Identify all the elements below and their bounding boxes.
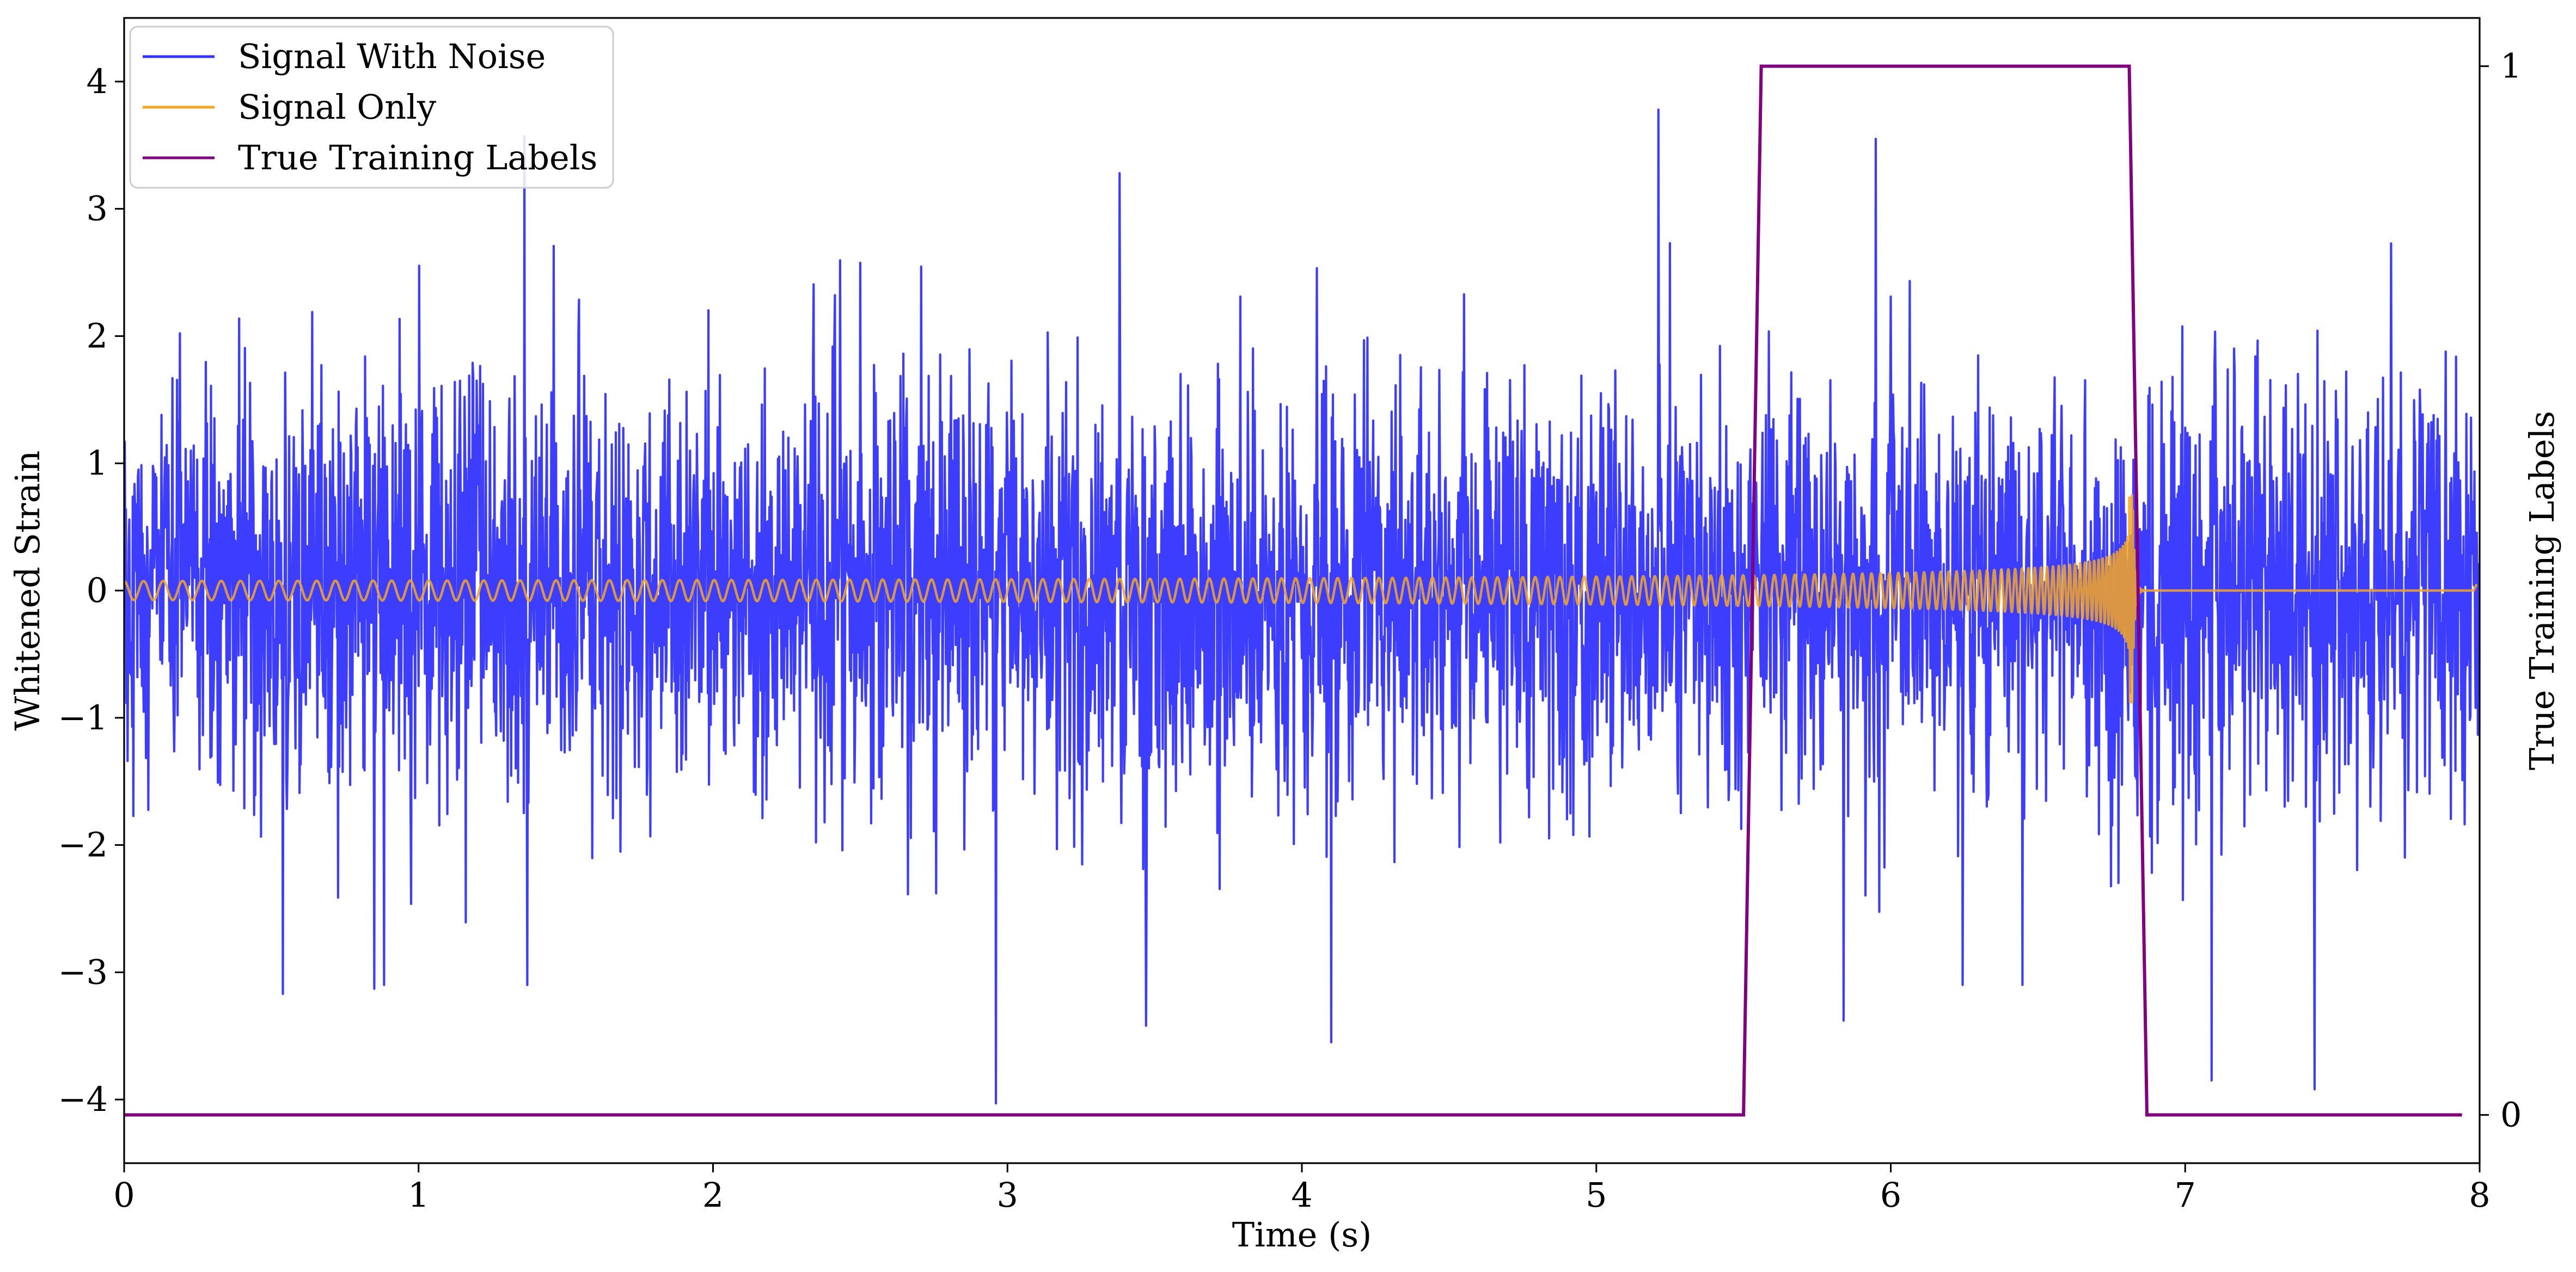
legend: Signal With Noise Signal Only True Train… bbox=[129, 26, 614, 189]
y-tick-label-1: 1 bbox=[87, 443, 108, 483]
legend-label-signal-with-noise: Signal With Noise bbox=[238, 36, 546, 76]
x-tick-label-3: 3 bbox=[997, 1175, 1018, 1215]
series-line-signal-with-noise bbox=[124, 108, 2480, 1105]
y-tick-label-3: 3 bbox=[87, 189, 108, 229]
y2-axis-label: True Training Labels bbox=[2522, 411, 2562, 770]
y2-tick-label-1: 1 bbox=[2500, 46, 2522, 86]
y-tick-label-2: 2 bbox=[87, 316, 108, 355]
x-tick-label-8: 8 bbox=[2469, 1175, 2490, 1215]
x-tick-label-7: 7 bbox=[2175, 1175, 2196, 1215]
x-tick-label-2: 2 bbox=[702, 1175, 724, 1215]
y-tick-label--3: −3 bbox=[58, 952, 108, 992]
series-line-signal-only bbox=[124, 494, 2478, 704]
legend-label-true-training-labels: True Training Labels bbox=[238, 138, 597, 177]
y-tick-label-0: 0 bbox=[87, 570, 108, 610]
axis-layer: 0 1 2 3 4 5 6 7 8 −4 −3 −2 −1 0 1 2 3 4 0 1 bbox=[58, 46, 2522, 1215]
x-tick-label-4: 4 bbox=[1291, 1175, 1312, 1215]
y-axis-label: Whitened Strain bbox=[8, 451, 47, 731]
x-tick-label-6: 6 bbox=[1880, 1175, 1901, 1215]
y-tick-label--2: −2 bbox=[58, 825, 108, 865]
legend-label-signal-only: Signal Only bbox=[238, 87, 436, 127]
x-tick-label-1: 1 bbox=[408, 1175, 429, 1215]
y-tick-label--4: −4 bbox=[58, 1079, 108, 1119]
series-line-true-training-labels bbox=[124, 64, 2462, 1117]
x-tick-label-0: 0 bbox=[113, 1175, 134, 1215]
y2-tick-label-0: 0 bbox=[2500, 1095, 2522, 1134]
x-tick-label-5: 5 bbox=[1586, 1175, 1607, 1215]
legend-box bbox=[129, 26, 614, 189]
x-axis-label: Time (s) bbox=[1232, 1215, 1372, 1255]
series-layer bbox=[124, 64, 2480, 1117]
y-tick-label-4: 4 bbox=[87, 62, 108, 101]
y-tick-label--1: −1 bbox=[58, 698, 108, 738]
